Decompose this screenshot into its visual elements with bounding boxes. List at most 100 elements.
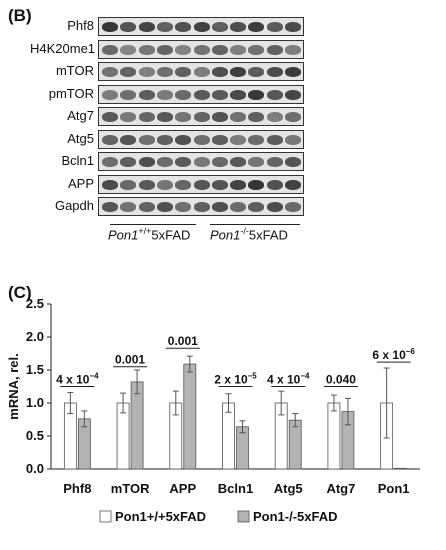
- blot-band: [175, 22, 192, 32]
- blot-band: [211, 89, 228, 100]
- blot-band: [248, 22, 265, 32]
- blot-band: [138, 134, 155, 145]
- pvalue-label: 0.001: [168, 334, 198, 348]
- blot-band: [266, 134, 283, 145]
- blot-band: [193, 179, 210, 190]
- blot-band: [248, 157, 265, 167]
- blot-band: [138, 112, 155, 122]
- y-tick-label: 1.0: [26, 395, 44, 410]
- panel-c-label: (C): [8, 283, 32, 302]
- blot-band: [138, 157, 155, 167]
- y-tick-label: 2.5: [26, 296, 44, 311]
- blot-band: [102, 134, 118, 145]
- blot-band: [211, 22, 228, 32]
- blot-band: [248, 134, 265, 145]
- x-tick-label: Phf8: [63, 481, 91, 496]
- blot-band: [230, 202, 247, 212]
- y-tick-label: 0.5: [26, 428, 44, 443]
- blot-band: [211, 202, 228, 212]
- blot-band: [102, 112, 118, 122]
- blot-band: [156, 157, 173, 167]
- y-axis-label: mRNA, rel.: [6, 353, 21, 419]
- blot-band: [102, 44, 118, 55]
- bar: [130, 381, 144, 470]
- blot-band: [120, 89, 137, 100]
- y-tick-label: 2.0: [26, 329, 44, 344]
- blot-band: [102, 22, 118, 32]
- blot-band: [102, 202, 118, 212]
- blot-band: [175, 134, 192, 145]
- blot-row-label: Gapdh: [54, 198, 94, 213]
- blot-band: [138, 44, 155, 55]
- pvalue-label: 2 x 10−5: [214, 372, 257, 387]
- blot-band: [248, 89, 265, 100]
- blot-band: [285, 67, 301, 77]
- bar: [327, 402, 341, 470]
- blot-band: [285, 179, 301, 190]
- blot-band: [193, 202, 210, 212]
- blot-strip: [98, 62, 304, 81]
- blot-band: [230, 67, 247, 77]
- blot-band: [248, 202, 265, 212]
- blot-band: [120, 22, 137, 32]
- bar: [222, 402, 235, 470]
- blot-band: [175, 89, 192, 100]
- pvalue-label: 0.001: [115, 353, 145, 367]
- blot-strip: [98, 107, 304, 126]
- blot-band: [138, 67, 155, 77]
- x-tick-label: Atg7: [326, 481, 355, 496]
- pvalue-label: 0.040: [326, 373, 356, 387]
- blot-band: [138, 202, 155, 212]
- y-tick-label: 0.0: [26, 461, 44, 476]
- blot-band: [156, 67, 173, 77]
- group2-label: Pon1-/-5xFAD: [210, 226, 288, 243]
- blot-band: [211, 112, 228, 122]
- blot-band: [156, 89, 173, 100]
- blot-band: [230, 89, 247, 100]
- blot-band: [193, 157, 210, 167]
- blot-band: [266, 157, 283, 167]
- pvalue-label: 6 x 10−6: [372, 347, 415, 362]
- blot-row-label: pmTOR: [48, 85, 94, 101]
- blot-band: [211, 157, 228, 167]
- blot-band: [211, 44, 228, 55]
- blot-band: [266, 179, 283, 190]
- blot-band: [230, 44, 247, 55]
- bar: [183, 363, 197, 470]
- blot-row-label: APP: [67, 175, 94, 191]
- blot-band: [248, 179, 265, 190]
- blot-band: [230, 179, 247, 190]
- blot-band: [156, 202, 173, 212]
- blot-band: [120, 112, 137, 122]
- blot-band: [175, 112, 192, 122]
- blot-band: [230, 112, 247, 122]
- y-tick-label: 1.5: [26, 362, 44, 377]
- blot-strip: [98, 17, 304, 36]
- blot-row-label: Bcln1: [61, 153, 94, 168]
- pvalue-label: 4 x 10−4: [267, 372, 310, 387]
- blot-band: [266, 44, 283, 55]
- blot-band: [266, 112, 283, 122]
- x-tick-label: Atg5: [274, 481, 303, 496]
- group1-label: Pon1+/+5xFAD: [108, 226, 191, 243]
- blot-band: [193, 134, 210, 145]
- blot-band: [138, 89, 155, 100]
- blot-band: [285, 22, 301, 32]
- blot-row-label: mTOR: [55, 63, 94, 78]
- blot-band: [193, 67, 210, 77]
- blot-band: [156, 44, 173, 55]
- blot-band: [156, 179, 173, 190]
- legend-swatch: [99, 510, 112, 523]
- blot-band: [211, 67, 228, 77]
- blot-band: [138, 179, 155, 190]
- x-tick-label: Pon1: [378, 481, 410, 496]
- blot-band: [193, 44, 210, 55]
- blot-row-label: Atg5: [67, 130, 94, 146]
- blot-band: [120, 179, 137, 190]
- panel-b-label: (B): [8, 6, 32, 25]
- blot-band: [266, 89, 283, 100]
- blot-band: [285, 202, 301, 212]
- blot-band: [285, 157, 301, 167]
